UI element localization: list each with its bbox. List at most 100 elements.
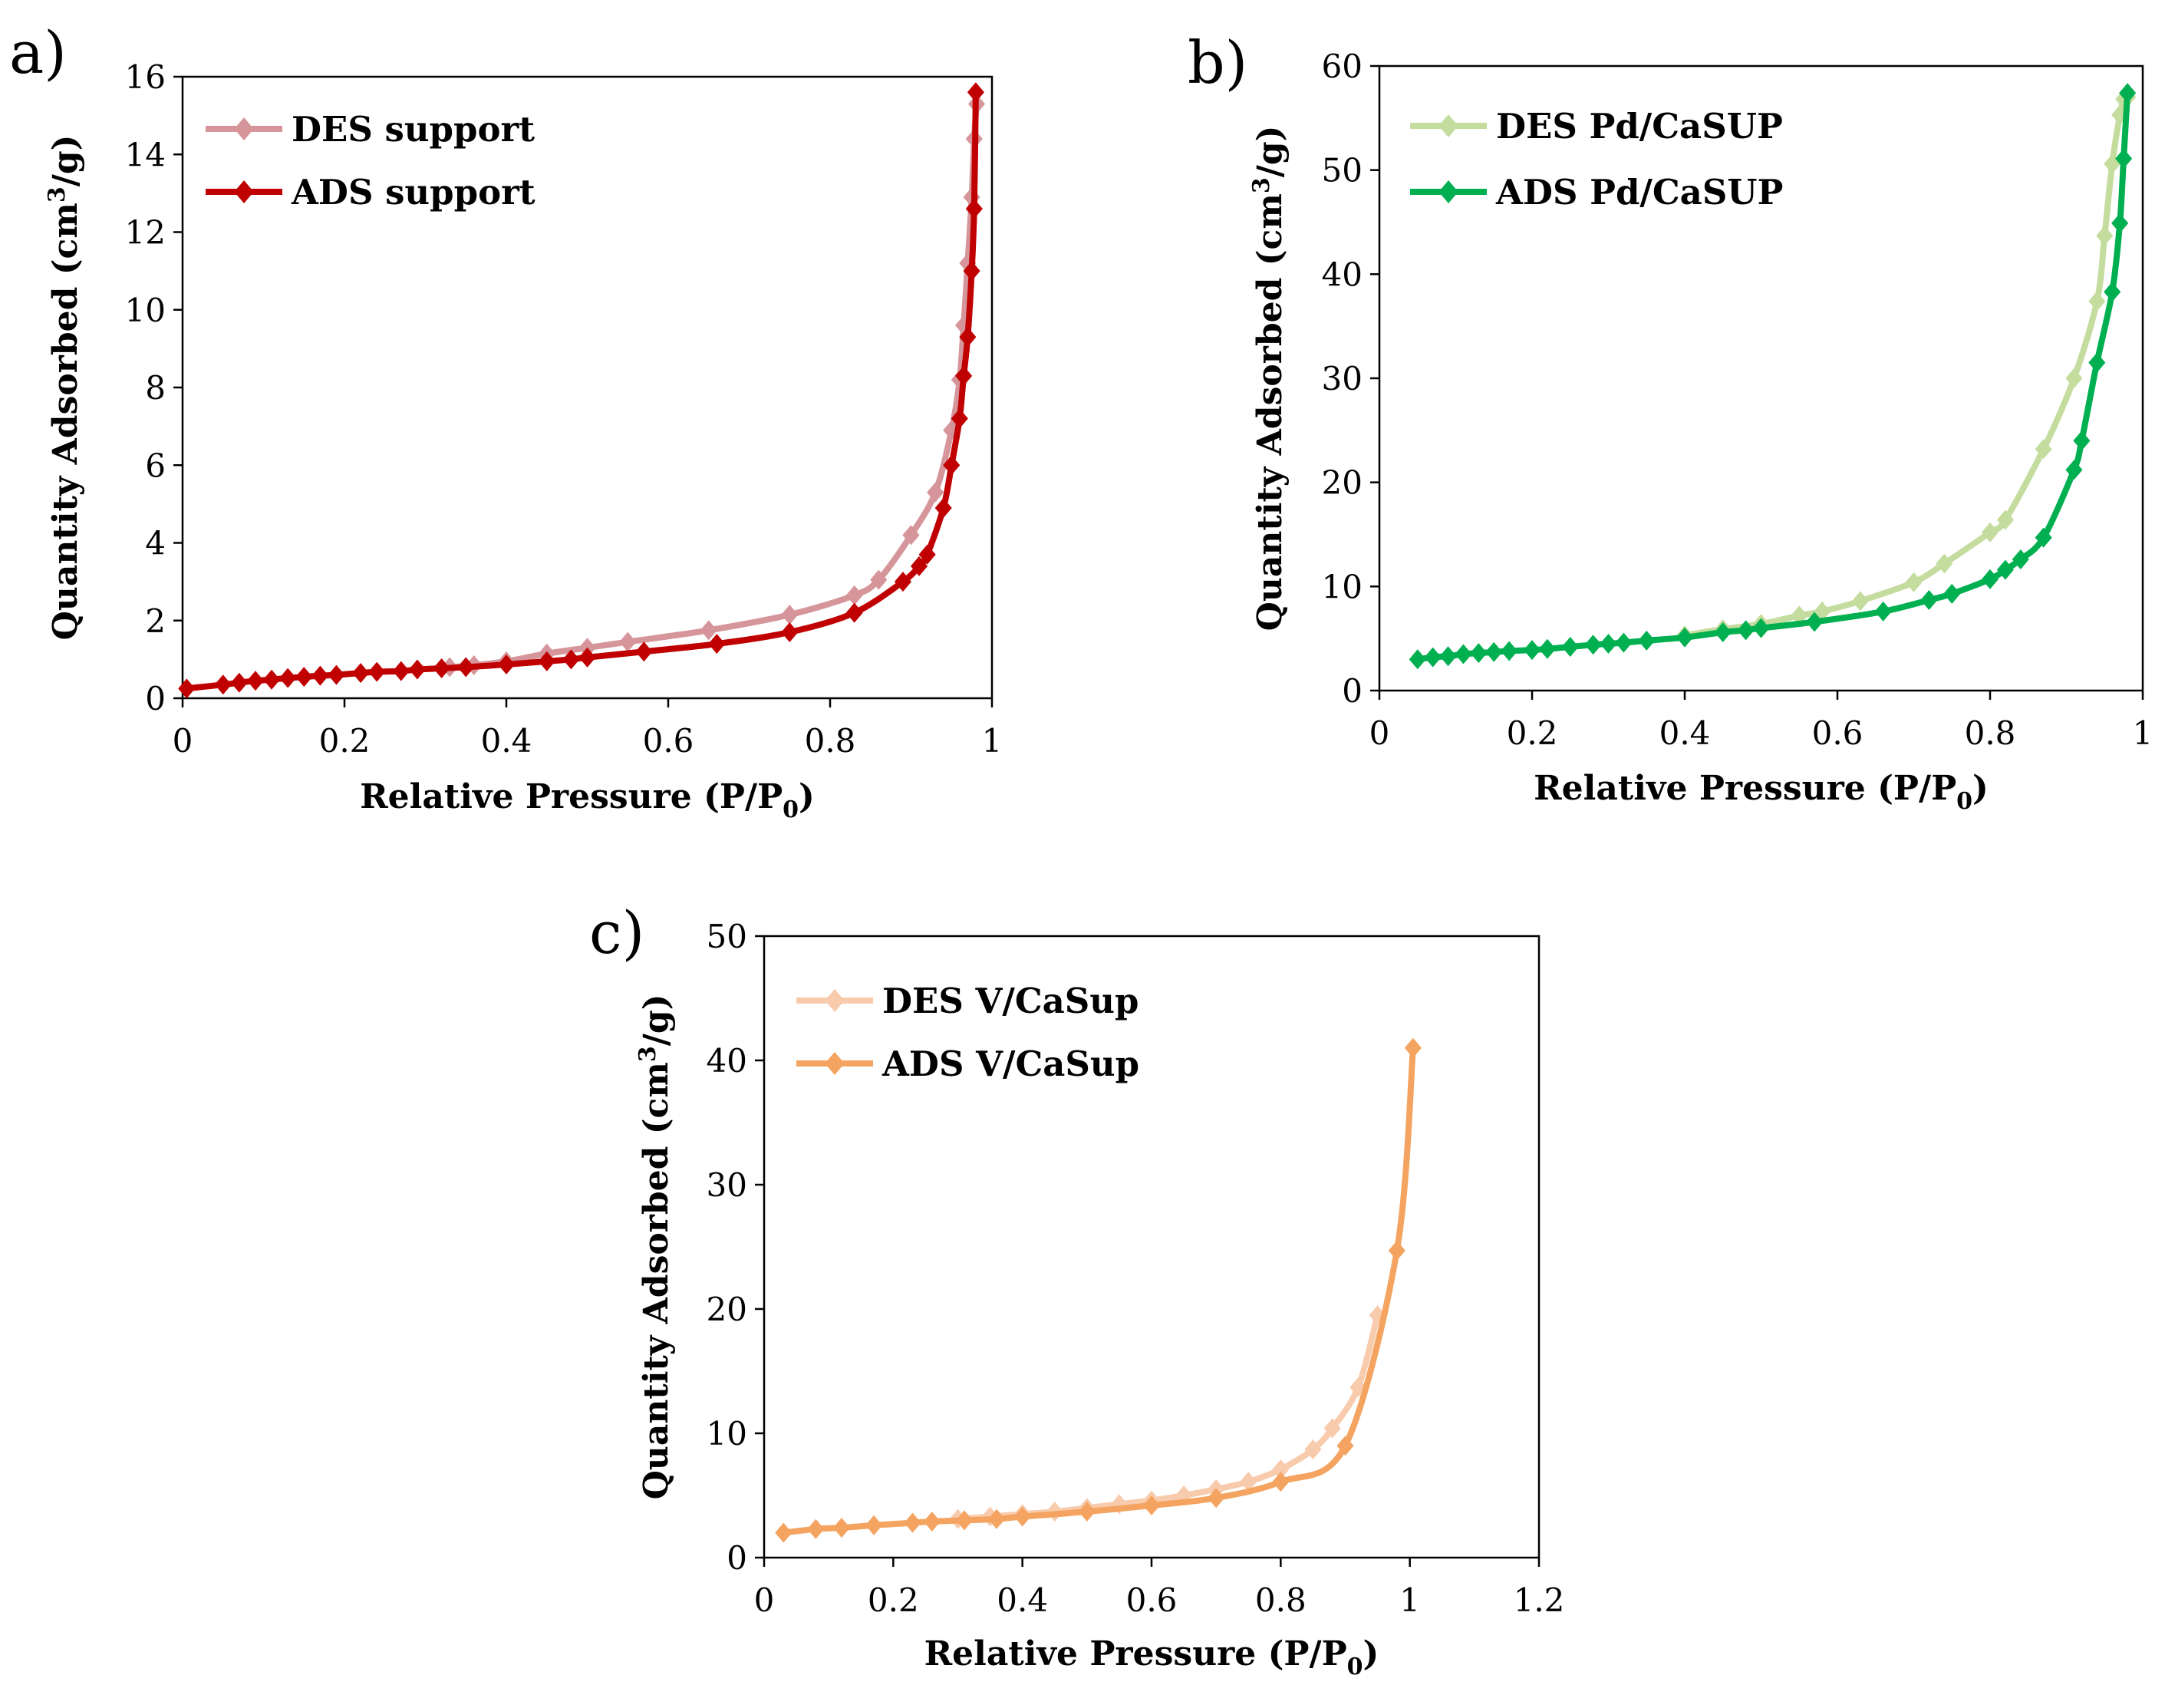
legend-entry: DES V/CaSup bbox=[796, 981, 1139, 1021]
data-point bbox=[1981, 522, 1999, 542]
data-point bbox=[2065, 460, 2083, 480]
legend-label: ADS V/CaSup bbox=[881, 1044, 1139, 1084]
data-point bbox=[2065, 368, 2083, 388]
series-ads-pd-casup bbox=[1409, 83, 2137, 670]
data-point bbox=[1409, 649, 1426, 670]
legend-label: ADS support bbox=[291, 172, 535, 213]
x-tick-label: 1 bbox=[982, 722, 1003, 760]
data-point bbox=[1523, 640, 1541, 661]
x-axis-title: Relative Pressure (P/P0) bbox=[360, 777, 815, 823]
data-point bbox=[1600, 633, 1617, 654]
x-axis-title: Relative Pressure (P/P0) bbox=[924, 1634, 1379, 1680]
data-point bbox=[1240, 1472, 1257, 1492]
data-point bbox=[845, 602, 863, 623]
data-point bbox=[263, 669, 281, 690]
data-point bbox=[2096, 226, 2114, 246]
series-des-v-casup bbox=[949, 1305, 1386, 1529]
data-point bbox=[1424, 647, 1442, 668]
series-des-pd-casup bbox=[1676, 87, 2137, 646]
x-tick-label: 0.4 bbox=[481, 722, 532, 760]
data-point bbox=[951, 408, 968, 429]
data-point bbox=[578, 647, 596, 668]
y-tick-label: 14 bbox=[125, 136, 166, 173]
data-point bbox=[1272, 1459, 1290, 1479]
data-point bbox=[1874, 601, 1892, 622]
series-ads-v-casup bbox=[775, 1037, 1422, 1543]
x-tick-label: 0.2 bbox=[868, 1581, 919, 1619]
data-point bbox=[1538, 638, 1556, 659]
data-point bbox=[1936, 553, 1953, 574]
y-tick-label: 0 bbox=[1342, 672, 1363, 710]
y-tick-label: 50 bbox=[1322, 152, 1363, 190]
data-point bbox=[934, 497, 952, 518]
legend-entry: ADS Pd/CaSUP bbox=[1410, 172, 1783, 213]
legend-label: DES Pd/CaSUP bbox=[1496, 106, 1783, 147]
data-point bbox=[2088, 352, 2106, 373]
y-tick-label: 6 bbox=[145, 447, 166, 484]
data-point bbox=[1470, 643, 1488, 664]
chart-panel-c: c) 0 0.2 0.4 0.6 0.8 1 1.2 0 10 20 30 40 50 Relative P… bbox=[589, 899, 1564, 1680]
x-axis-title: Relative Pressure (P/P0) bbox=[1534, 769, 1989, 815]
data-point bbox=[2088, 291, 2106, 312]
data-point bbox=[1996, 509, 2014, 530]
legend-marker bbox=[1438, 180, 1458, 203]
data-point bbox=[987, 1509, 1006, 1529]
data-point bbox=[927, 482, 944, 503]
data-point bbox=[1752, 618, 1770, 638]
plot-area bbox=[1378, 64, 2144, 692]
data-point bbox=[497, 654, 516, 674]
x-tick-label: 0.6 bbox=[643, 722, 694, 760]
data-point bbox=[1304, 1439, 1322, 1460]
data-point bbox=[1806, 612, 1824, 632]
plot-area bbox=[763, 935, 1541, 1559]
data-point bbox=[1996, 559, 2014, 580]
data-point bbox=[1404, 1037, 1422, 1058]
x-tick-label: 0.6 bbox=[1812, 714, 1863, 752]
data-point bbox=[918, 544, 936, 565]
x-tick-label: 0.2 bbox=[319, 722, 371, 760]
data-point bbox=[775, 1522, 793, 1543]
data-point bbox=[904, 1512, 921, 1533]
data-point bbox=[2035, 439, 2052, 460]
data-point bbox=[1615, 632, 1633, 653]
x-tick-label: 0.2 bbox=[1507, 714, 1558, 752]
x-tick-label: 0.6 bbox=[1126, 1581, 1178, 1619]
data-point bbox=[328, 664, 345, 685]
y-tick-label: 30 bbox=[1322, 360, 1363, 397]
x-tick-label: 0.8 bbox=[1255, 1581, 1307, 1619]
data-point bbox=[1439, 646, 1457, 667]
data-point bbox=[1638, 630, 1656, 651]
data-point bbox=[1676, 627, 1694, 648]
data-point bbox=[1814, 601, 1831, 622]
data-point bbox=[352, 663, 370, 684]
y-tick-label: 2 bbox=[145, 602, 166, 640]
data-point bbox=[1905, 572, 1923, 592]
y-tick-label: 40 bbox=[1322, 256, 1363, 293]
data-point bbox=[923, 1512, 941, 1532]
data-point bbox=[963, 261, 980, 282]
y-tick-label: 20 bbox=[707, 1291, 747, 1328]
data-point bbox=[246, 671, 264, 691]
data-point bbox=[2115, 148, 2133, 169]
data-point bbox=[2035, 527, 2052, 548]
data-point bbox=[1388, 1240, 1405, 1261]
series-line bbox=[954, 1312, 1381, 1522]
data-point bbox=[955, 1510, 973, 1531]
legend-entry: DES Pd/CaSUP bbox=[1410, 106, 1783, 147]
x-tick-label: 0.8 bbox=[1965, 714, 2016, 752]
legend-entry: DES support bbox=[206, 109, 535, 150]
x-tick-label: 1 bbox=[1399, 1581, 1420, 1619]
data-point bbox=[1336, 1436, 1354, 1456]
y-tick-label: 50 bbox=[707, 918, 747, 955]
data-point bbox=[870, 569, 888, 590]
legend-label: DES support bbox=[292, 109, 535, 150]
data-point bbox=[708, 634, 726, 655]
panel-label: b) bbox=[1188, 28, 1247, 97]
data-point bbox=[230, 672, 248, 693]
series-ads-support bbox=[178, 82, 984, 699]
data-point bbox=[865, 1515, 883, 1535]
x-tick-label: 0.4 bbox=[1659, 714, 1711, 752]
legend-marker bbox=[825, 989, 845, 1012]
y-tick-label: 10 bbox=[1322, 568, 1363, 605]
